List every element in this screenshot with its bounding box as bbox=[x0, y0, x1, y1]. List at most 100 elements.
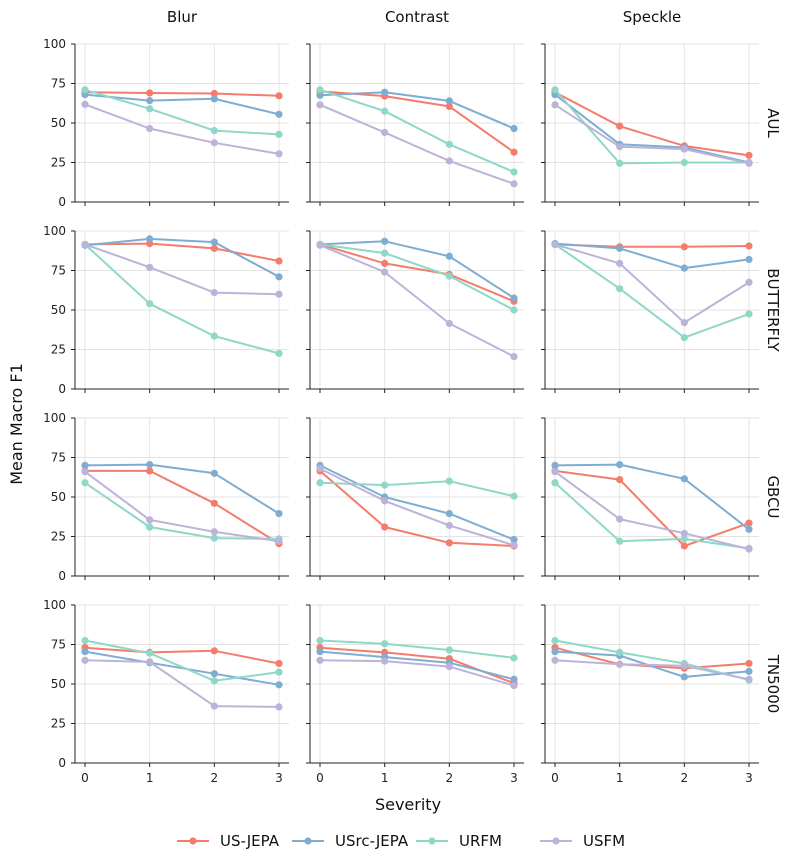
data-point-usfm bbox=[146, 263, 154, 271]
ytick-label: 50 bbox=[51, 303, 66, 317]
series-line-usfm bbox=[84, 243, 280, 296]
ytick-label: 25 bbox=[51, 343, 66, 357]
data-point-usfm bbox=[210, 289, 218, 297]
data-point-usfm bbox=[146, 658, 154, 666]
data-point-usrc-jepa bbox=[551, 461, 559, 469]
data-point-usfm bbox=[316, 241, 324, 249]
series-line-urfm bbox=[319, 639, 515, 659]
ytick-label: 25 bbox=[51, 717, 66, 731]
xtick-label: 2 bbox=[681, 771, 689, 785]
data-point-urfm bbox=[680, 535, 688, 543]
data-point-usrc-jepa bbox=[510, 536, 518, 544]
data-point-us-jepa bbox=[146, 89, 154, 97]
series-line-usfm bbox=[554, 470, 750, 551]
series-line-usrc-jepa bbox=[84, 650, 280, 686]
data-point-usrc-jepa bbox=[316, 91, 324, 99]
ytick-label: 50 bbox=[51, 490, 66, 504]
data-point-usfm bbox=[445, 521, 453, 530]
data-point-us-jepa bbox=[275, 659, 283, 668]
data-point-usfm bbox=[275, 290, 283, 298]
data-point-us-jepa bbox=[381, 259, 389, 267]
data-point-usrc-jepa bbox=[745, 525, 753, 533]
data-point-usrc-jepa bbox=[316, 648, 324, 656]
data-point-usfm bbox=[510, 353, 518, 361]
data-point-usrc-jepa bbox=[210, 238, 218, 246]
ytick-label: 25 bbox=[51, 156, 66, 170]
data-point-usrc-jepa bbox=[275, 681, 283, 689]
data-point-urfm bbox=[680, 334, 688, 342]
data-point-usrc-jepa bbox=[745, 255, 753, 264]
column-title: Speckle bbox=[623, 8, 682, 26]
column-title: Blur bbox=[167, 8, 198, 26]
ytick-label: 50 bbox=[51, 116, 66, 130]
data-point-us-jepa bbox=[745, 242, 753, 250]
data-point-urfm bbox=[510, 168, 518, 176]
data-point-usrc-jepa bbox=[445, 97, 453, 105]
data-point-usfm bbox=[745, 278, 753, 286]
data-point-urfm bbox=[551, 86, 559, 94]
xtick-label: 0 bbox=[316, 771, 324, 785]
data-point-urfm bbox=[210, 126, 218, 135]
series-line-urfm bbox=[319, 88, 515, 173]
series-line-usrc-jepa bbox=[554, 463, 750, 531]
x-axis-label: Severity bbox=[375, 795, 441, 814]
data-point-usrc-jepa bbox=[745, 667, 753, 675]
series-line-usfm bbox=[554, 103, 750, 165]
data-point-usrc-jepa bbox=[680, 475, 688, 483]
data-point-usrc-jepa bbox=[680, 264, 688, 272]
xtick-label: 0 bbox=[81, 771, 89, 785]
series-line-usrc-jepa bbox=[554, 242, 750, 270]
data-point-usrc-jepa bbox=[510, 675, 518, 683]
ytick-label: 0 bbox=[58, 382, 66, 396]
xtick-label: 2 bbox=[446, 771, 454, 785]
series-line-urfm bbox=[84, 639, 280, 682]
data-point-urfm bbox=[510, 492, 518, 500]
xtick-label: 3 bbox=[275, 771, 283, 785]
data-point-usrc-jepa bbox=[616, 244, 624, 252]
series-line-usrc-jepa bbox=[319, 91, 515, 130]
data-point-usfm bbox=[81, 468, 89, 476]
data-point-usrc-jepa bbox=[381, 88, 389, 96]
y-axis-label: Mean Macro F1 bbox=[7, 363, 26, 485]
legend-marker-usrc-jepa bbox=[304, 837, 312, 845]
series-line-us-jepa bbox=[319, 243, 515, 303]
series-line-urfm bbox=[319, 243, 515, 311]
series-line-usrc-jepa bbox=[554, 93, 750, 164]
data-point-usfm bbox=[680, 319, 688, 327]
data-point-urfm bbox=[616, 648, 624, 657]
data-point-usrc-jepa bbox=[275, 273, 283, 281]
series-line-us-jepa bbox=[84, 242, 280, 262]
data-point-us-jepa bbox=[510, 148, 518, 156]
legend-marker-urfm bbox=[428, 837, 436, 845]
data-point-usrc-jepa bbox=[81, 461, 89, 469]
data-point-urfm bbox=[381, 249, 389, 257]
series-line-usfm bbox=[84, 103, 280, 155]
data-point-us-jepa bbox=[616, 476, 624, 484]
data-point-usfm bbox=[551, 240, 559, 249]
column-title: Contrast bbox=[385, 8, 449, 26]
ytick-label: 0 bbox=[58, 756, 66, 770]
series-line-urfm bbox=[84, 243, 280, 355]
ytick-label: 75 bbox=[51, 77, 66, 91]
series-line-us-jepa bbox=[85, 469, 280, 545]
series-line-usfm bbox=[84, 470, 280, 543]
xtick-label: 3 bbox=[745, 771, 753, 785]
series-line-urfm bbox=[554, 482, 750, 550]
xtick-label: 1 bbox=[616, 771, 624, 785]
series-line-usfm bbox=[319, 659, 515, 687]
data-point-usrc-jepa bbox=[510, 294, 518, 302]
data-point-urfm bbox=[510, 654, 518, 662]
ytick-label: 100 bbox=[43, 37, 66, 51]
data-point-us-jepa bbox=[745, 519, 753, 527]
series-line-usfm bbox=[84, 659, 280, 708]
data-point-us-jepa bbox=[275, 257, 283, 265]
data-point-usrc-jepa bbox=[551, 648, 559, 656]
data-point-usrc-jepa bbox=[210, 670, 218, 678]
data-point-usrc-jepa bbox=[445, 509, 453, 518]
series-line-us-jepa bbox=[554, 91, 750, 157]
series-line-usrc-jepa bbox=[319, 650, 515, 681]
data-point-usfm bbox=[551, 468, 559, 476]
data-point-usfm bbox=[616, 143, 624, 151]
data-point-urfm bbox=[275, 668, 283, 676]
